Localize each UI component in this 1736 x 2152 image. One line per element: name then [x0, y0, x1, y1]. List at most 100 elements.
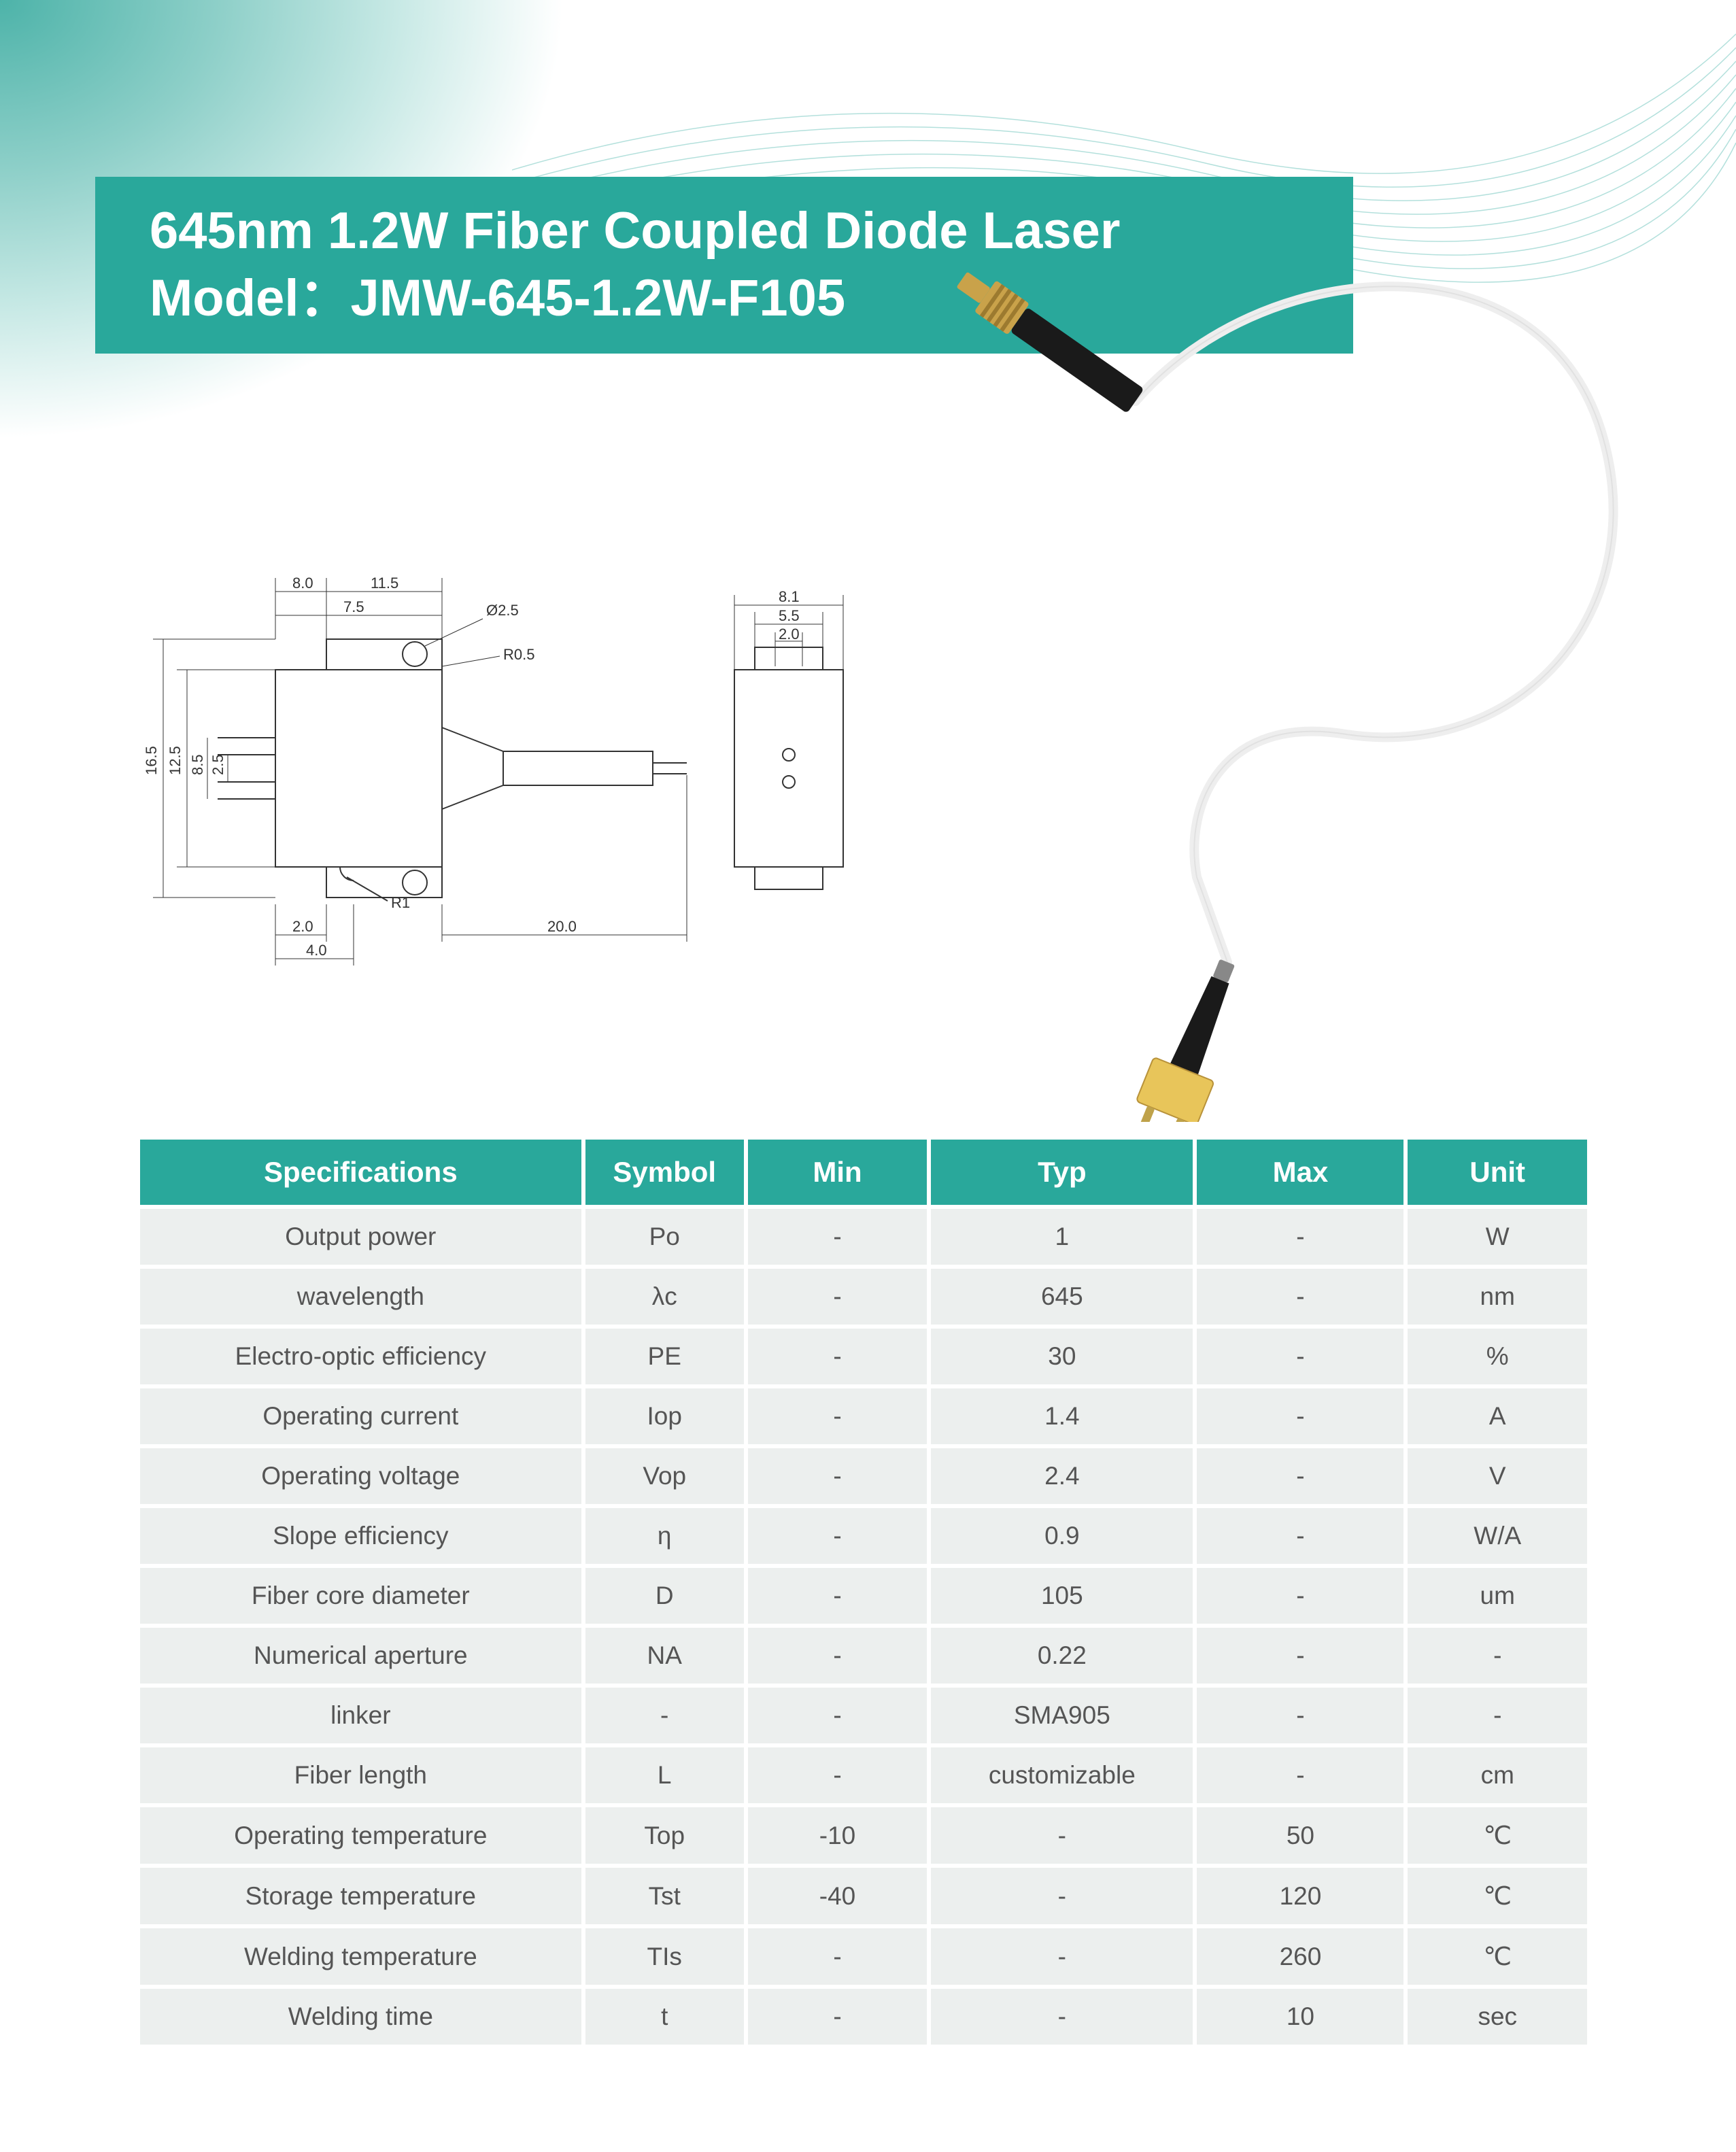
table-cell: -: [1197, 1388, 1403, 1444]
table-row: Fiber lengthL-customizable-cm: [140, 1747, 1587, 1803]
table-cell: -: [1197, 1448, 1403, 1504]
table-cell: SMA905: [931, 1688, 1193, 1743]
table-cell: 10: [1197, 1989, 1403, 2045]
technical-drawing: 8.0 11.5 7.5 Ø2.5 R0.5 16.5 12.5 8.5 2.5…: [122, 551, 870, 972]
table-cell: -: [1197, 1269, 1403, 1325]
dim-label: 5.5: [779, 607, 800, 624]
table-cell: -: [1408, 1628, 1587, 1684]
dim-label: 8.0: [292, 575, 313, 592]
table-row: Fiber core diameterD-105-um: [140, 1568, 1587, 1624]
table-cell: Fiber core diameter: [140, 1568, 581, 1624]
col-spec: Specifications: [140, 1140, 581, 1205]
col-typ: Typ: [931, 1140, 1193, 1205]
table-cell: 1: [931, 1209, 1193, 1265]
dim-label: R1: [391, 894, 410, 911]
table-cell: -: [748, 1448, 927, 1504]
col-max: Max: [1197, 1140, 1403, 1205]
table-cell: -: [931, 1868, 1193, 1924]
table-row: Output powerPo-1-W: [140, 1209, 1587, 1265]
dim-label: 8.5: [189, 754, 206, 775]
table-row: Storage temperatureTst-40-120℃: [140, 1868, 1587, 1924]
table-cell: -: [1197, 1747, 1403, 1803]
table-cell: -: [748, 1508, 927, 1564]
dim-label: 11.5: [371, 575, 398, 592]
table-cell: 50: [1197, 1807, 1403, 1864]
table-row: Welding temperatureTIs--260℃: [140, 1928, 1587, 1985]
table-cell: W/A: [1408, 1508, 1587, 1564]
table-row: wavelengthλc-645-nm: [140, 1269, 1587, 1325]
table-cell: wavelength: [140, 1269, 581, 1325]
col-unit: Unit: [1408, 1140, 1587, 1205]
table-cell: nm: [1408, 1269, 1587, 1325]
table-cell: -: [1197, 1628, 1403, 1684]
table-row: Slope efficiencyη-0.9-W/A: [140, 1508, 1587, 1564]
dim-label: 4.0: [306, 942, 327, 959]
table-cell: 0.22: [931, 1628, 1193, 1684]
table-cell: Operating temperature: [140, 1807, 581, 1864]
table-cell: -: [748, 1269, 927, 1325]
table-row: linker--SMA905--: [140, 1688, 1587, 1743]
dim-label: 12.5: [167, 746, 184, 775]
table-cell: 260: [1197, 1928, 1403, 1985]
table-cell: PE: [585, 1329, 744, 1384]
table-cell: Iop: [585, 1388, 744, 1444]
table-cell: cm: [1408, 1747, 1587, 1803]
table-cell: Welding time: [140, 1989, 581, 2045]
table-cell: ℃: [1408, 1928, 1587, 1985]
table-cell: -: [1197, 1209, 1403, 1265]
table-cell: Numerical aperture: [140, 1628, 581, 1684]
table-cell: -: [1197, 1329, 1403, 1384]
dim-label: 7.5: [343, 598, 364, 615]
product-photo: [816, 136, 1666, 1122]
table-cell: -: [748, 1329, 927, 1384]
table-cell: 120: [1197, 1868, 1403, 1924]
table-cell: A: [1408, 1388, 1587, 1444]
table-cell: linker: [140, 1688, 581, 1743]
dim-label: R0.5: [503, 646, 534, 663]
table-cell: λc: [585, 1269, 744, 1325]
table-cell: -: [931, 1928, 1193, 1985]
table-cell: -: [1197, 1688, 1403, 1743]
table-cell: Output power: [140, 1209, 581, 1265]
table-cell: 645: [931, 1269, 1193, 1325]
table-row: Operating voltageVop-2.4-V: [140, 1448, 1587, 1504]
table-cell: t: [585, 1989, 744, 2045]
col-symbol: Symbol: [585, 1140, 744, 1205]
table-cell: -: [1408, 1688, 1587, 1743]
table-cell: um: [1408, 1568, 1587, 1624]
table-cell: 2.4: [931, 1448, 1193, 1504]
table-cell: -: [748, 1568, 927, 1624]
table-cell: customizable: [931, 1747, 1193, 1803]
table-cell: -40: [748, 1868, 927, 1924]
table-cell: -: [748, 1688, 927, 1743]
dim-label: 20.0: [547, 918, 577, 935]
table-cell: D: [585, 1568, 744, 1624]
dim-label: 16.5: [143, 746, 160, 775]
table-cell: -: [748, 1747, 927, 1803]
table-cell: 30: [931, 1329, 1193, 1384]
table-cell: -: [748, 1209, 927, 1265]
table-cell: TIs: [585, 1928, 744, 1985]
table-cell: η: [585, 1508, 744, 1564]
table-cell: Operating current: [140, 1388, 581, 1444]
table-header-row: Specifications Symbol Min Typ Max Unit: [140, 1140, 1587, 1205]
table-cell: Welding temperature: [140, 1928, 581, 1985]
table-cell: V: [1408, 1448, 1587, 1504]
table-cell: Fiber length: [140, 1747, 581, 1803]
specifications-table: Specifications Symbol Min Typ Max Unit O…: [136, 1135, 1591, 2049]
dim-label: 2.0: [779, 626, 800, 643]
table-cell: ℃: [1408, 1807, 1587, 1864]
table-cell: ℃: [1408, 1868, 1587, 1924]
table-cell: -: [931, 1807, 1193, 1864]
table-cell: sec: [1408, 1989, 1587, 2045]
table-cell: L: [585, 1747, 744, 1803]
table-row: Welding timet--10sec: [140, 1989, 1587, 2045]
table-cell: -: [748, 1388, 927, 1444]
table-cell: NA: [585, 1628, 744, 1684]
table-cell: -: [748, 1628, 927, 1684]
table-cell: Tst: [585, 1868, 744, 1924]
dim-label: 8.1: [779, 588, 800, 605]
table-row: Operating currentIop-1.4-A: [140, 1388, 1587, 1444]
col-min: Min: [748, 1140, 927, 1205]
table-cell: Storage temperature: [140, 1868, 581, 1924]
